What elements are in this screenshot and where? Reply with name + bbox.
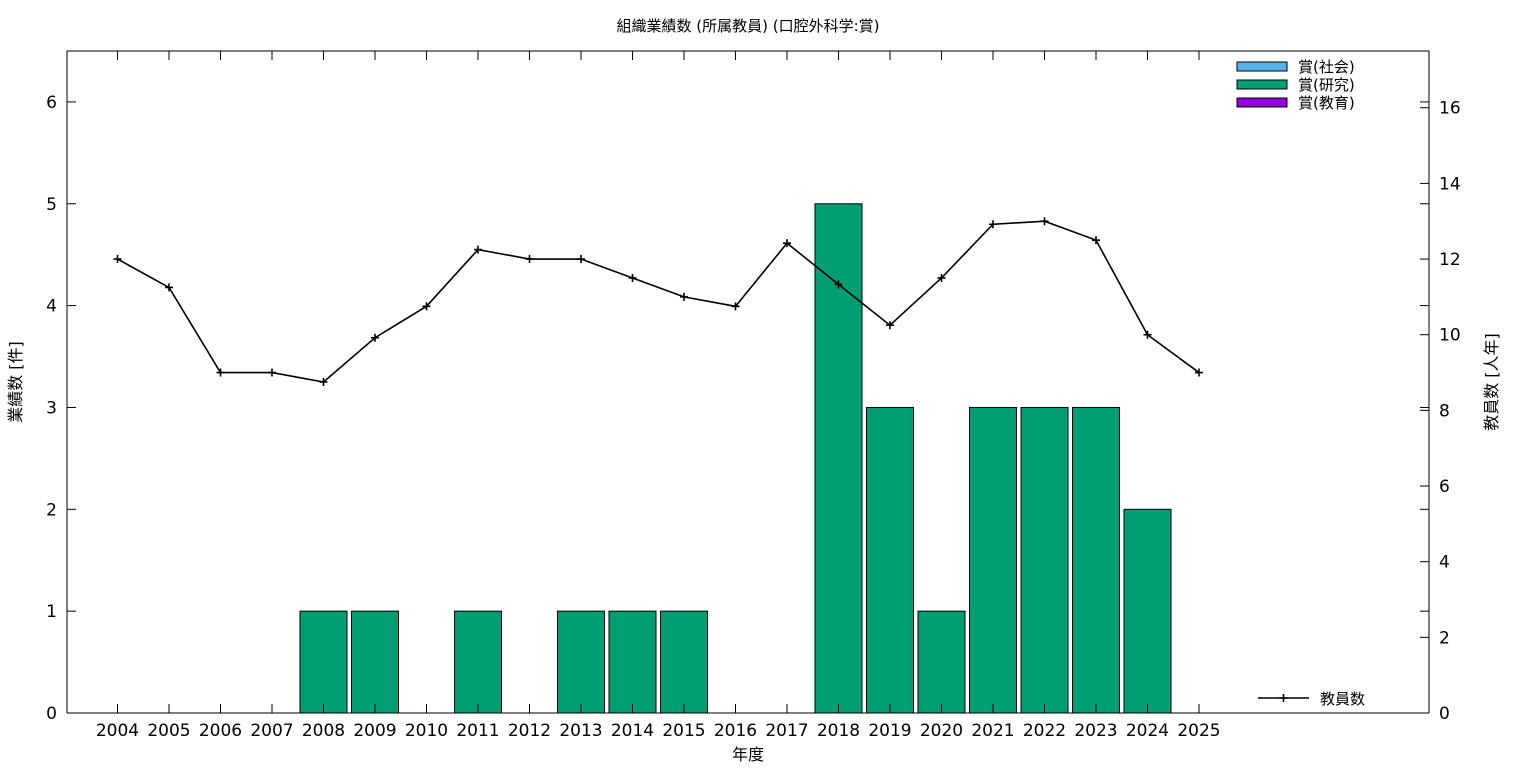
- line-point: [783, 239, 791, 248]
- y-tick-label: 6: [46, 93, 57, 113]
- legend-swatch: [1236, 61, 1288, 72]
- bar: [866, 406, 914, 714]
- line-point: [268, 368, 276, 377]
- bar: [351, 610, 399, 714]
- bar: [608, 610, 657, 714]
- bar: [454, 610, 502, 714]
- chart-title: 組織業績数 (所属教員) (口腔外科学:賞): [617, 17, 880, 35]
- y-tick-label: 4: [46, 297, 57, 317]
- x-tick-label: 2022: [1023, 721, 1066, 741]
- line-point: [422, 302, 431, 311]
- x-tick-label: 2023: [1074, 721, 1117, 741]
- y2-tick-label: 12: [1439, 250, 1461, 270]
- x-tick-label: 2018: [817, 721, 860, 741]
- line-point: [577, 255, 585, 264]
- line-point: [371, 333, 379, 342]
- y2-tick-label: 2: [1439, 628, 1450, 648]
- legend-swatch: [1236, 97, 1288, 108]
- legend-swatch: [1236, 79, 1288, 90]
- line-point: [319, 378, 328, 386]
- y-tick-label: 2: [46, 500, 57, 520]
- line-point: [1092, 236, 1100, 245]
- x-tick-label: 2020: [920, 721, 963, 741]
- line-point: [474, 245, 482, 254]
- x-tick-label: 2004: [96, 721, 139, 741]
- bar: [969, 406, 1017, 714]
- x-tick-label: 2021: [971, 721, 1014, 741]
- line-point: [834, 280, 843, 289]
- x-tick-label: 2009: [353, 721, 396, 741]
- y2-tick-label: 10: [1439, 326, 1461, 346]
- x-tick-label: 2024: [1126, 721, 1169, 741]
- line-point: [680, 292, 688, 301]
- y-axis-label: 業績数 [件]: [6, 341, 25, 423]
- line-series-teachers: [117, 220, 1200, 383]
- x-tick-label: 2015: [662, 721, 705, 741]
- y-tick-label: 0: [46, 704, 57, 724]
- y-tick-label: 1: [46, 602, 57, 622]
- line-point: [525, 255, 534, 264]
- y2-tick-label: 6: [1439, 477, 1450, 497]
- line-point: [1195, 368, 1203, 377]
- x-tick-label: 2012: [508, 721, 551, 741]
- line-point: [989, 220, 997, 229]
- line-point: [628, 273, 637, 282]
- x-tick-label: 2025: [1177, 721, 1220, 741]
- legend-label: 賞(研究): [1298, 76, 1355, 94]
- bar: [917, 610, 966, 714]
- bar: [299, 610, 348, 714]
- plot-frame: [66, 50, 1430, 714]
- line-point: [886, 321, 894, 330]
- x-tick-label: 2013: [559, 721, 602, 741]
- x-tick-label: 2007: [250, 721, 293, 741]
- bar: [1072, 406, 1120, 714]
- line-point: [1143, 330, 1152, 339]
- y-tick-label: 5: [46, 195, 57, 215]
- y-tick-label: 3: [46, 398, 57, 418]
- line-point: [113, 255, 122, 264]
- x-tick-label: 2016: [714, 721, 757, 741]
- bar: [557, 610, 605, 714]
- x-tick-label: 2017: [765, 721, 808, 741]
- bar: [814, 203, 863, 714]
- line-point: [731, 302, 740, 311]
- x-tick-label: 2010: [405, 721, 448, 741]
- x-tick-label: 2006: [199, 721, 242, 741]
- bar: [660, 610, 708, 714]
- y2-tick-label: 0: [1439, 704, 1450, 724]
- y2-axis-label: 教員数 [人年]: [1482, 333, 1501, 431]
- legend-label: 賞(社会): [1298, 58, 1355, 76]
- line-point: [1040, 217, 1049, 226]
- line-point: [937, 273, 946, 282]
- x-tick-label: 2011: [456, 721, 499, 741]
- x-tick-label: 2008: [302, 721, 345, 741]
- y2-tick-label: 16: [1439, 99, 1461, 119]
- y2-tick-label: 14: [1439, 174, 1461, 194]
- bar: [1020, 406, 1069, 714]
- line-point: [165, 283, 173, 292]
- legend-line-marker: [1279, 694, 1288, 702]
- bar: [1123, 508, 1172, 714]
- x-axis-label: 年度: [732, 745, 764, 764]
- x-tick-label: 2005: [147, 721, 190, 741]
- legend-label: 教員数: [1320, 690, 1365, 708]
- legend-label: 賞(教育): [1298, 94, 1355, 112]
- x-tick-label: 2014: [611, 721, 654, 741]
- line-point: [216, 368, 225, 377]
- y2-tick-label: 4: [1439, 553, 1450, 573]
- y2-tick-label: 8: [1439, 401, 1450, 421]
- x-tick-label: 2019: [868, 721, 911, 741]
